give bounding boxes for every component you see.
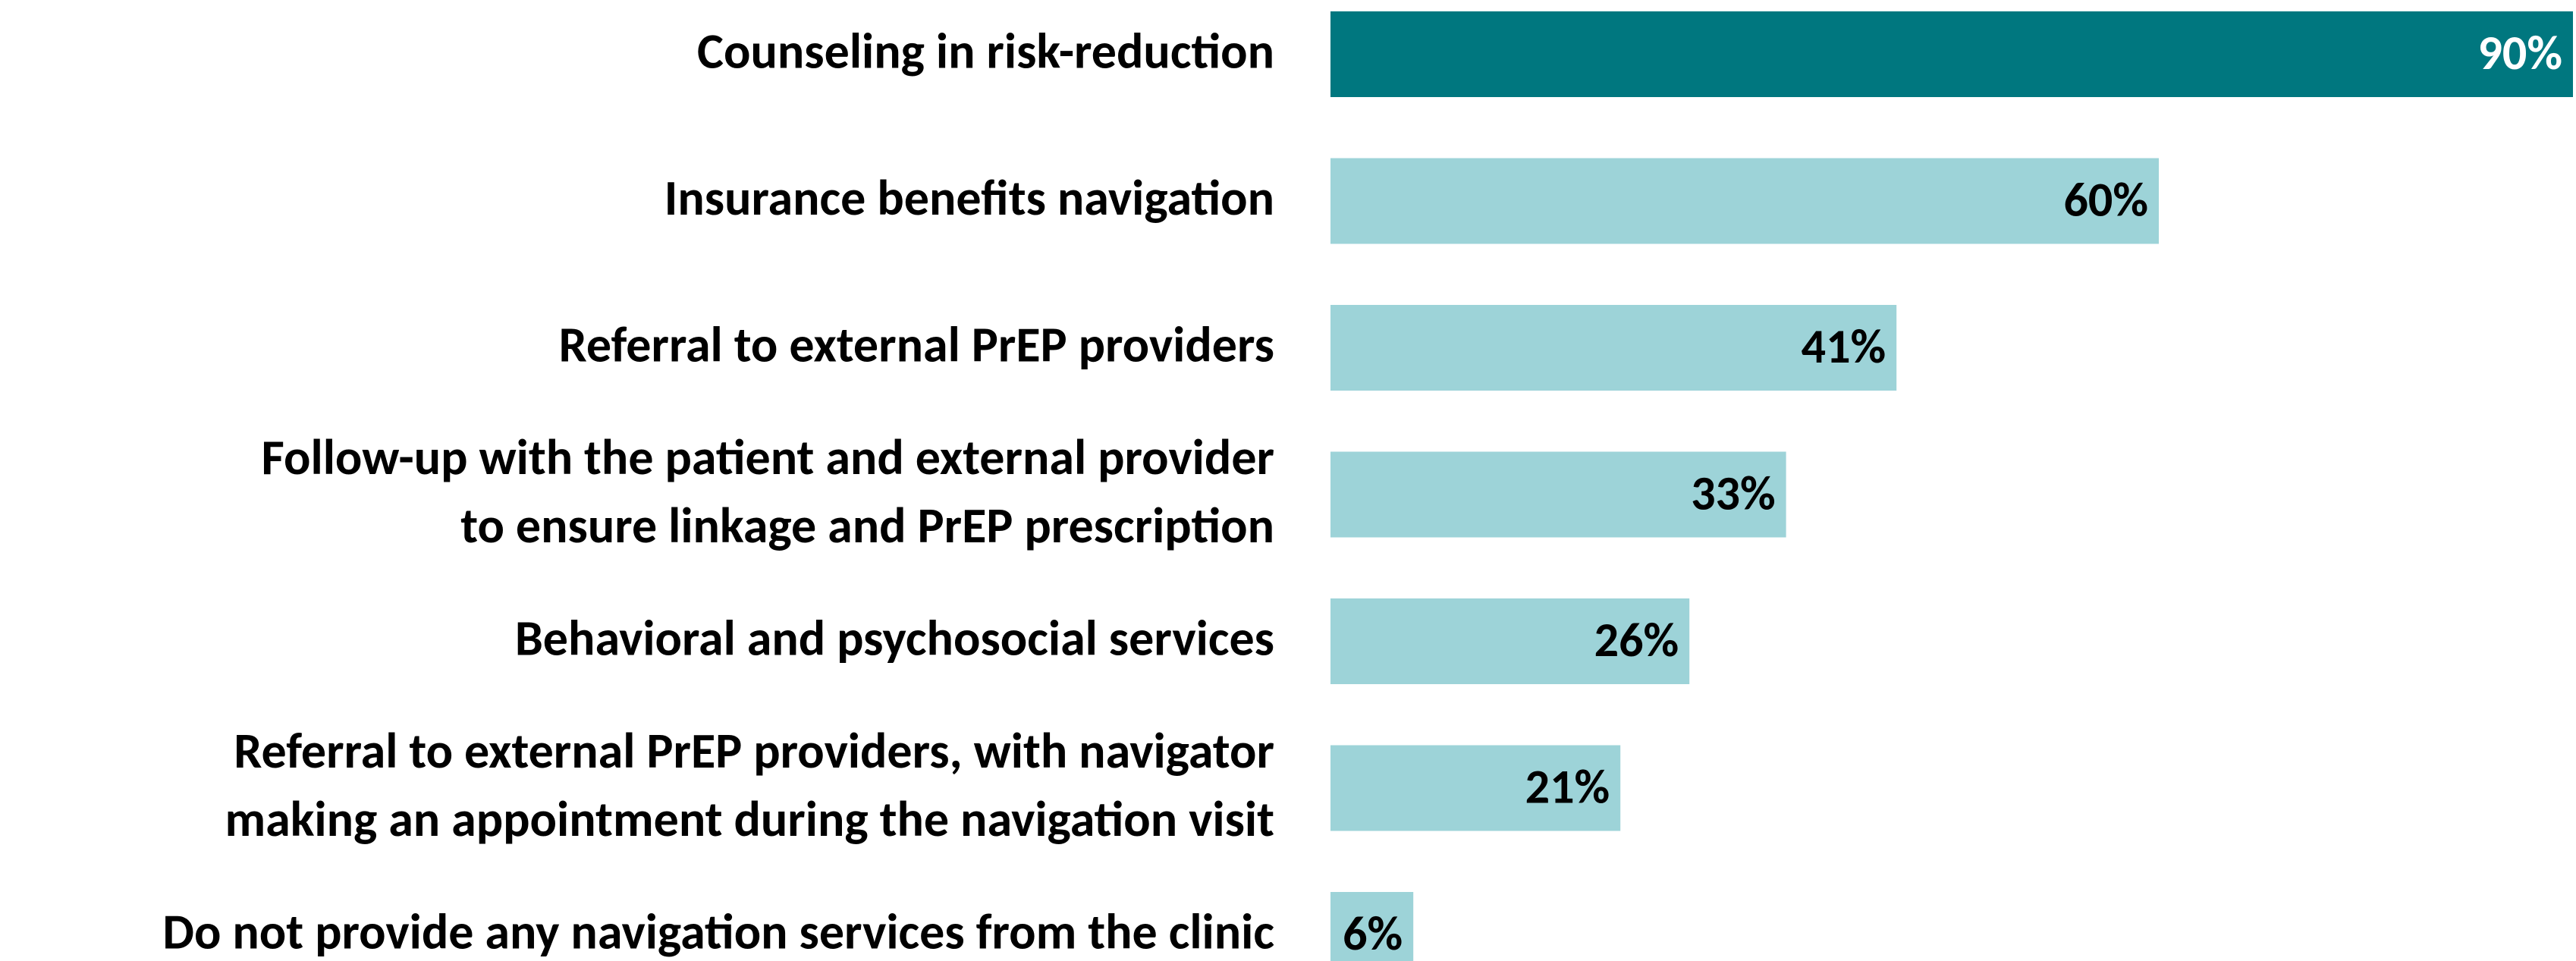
category-label: Counseling in risk-reduction (697, 20, 1274, 82)
bar (1330, 745, 1621, 831)
bar (1330, 892, 1414, 961)
category-label: Behavioral and psychosocial services (515, 608, 1274, 669)
value-label: 26% (1594, 611, 1679, 670)
value-label: 60% (2063, 171, 2148, 230)
value-label: 90% (2477, 24, 2562, 83)
value-label: 21% (1525, 758, 1610, 817)
bar (1330, 451, 1786, 538)
category-label: making an appointment during the navigat… (225, 788, 1274, 850)
category-label: Insurance benefits navigation (664, 167, 1274, 228)
bar (1330, 11, 2573, 97)
category-label: Referral to external PrEP providers, wit… (234, 720, 1274, 781)
category-label: Referral to external PrEP providers (559, 314, 1274, 375)
value-label: 41% (1802, 317, 1886, 376)
category-label: to ensure linkage and PrEP prescription (460, 495, 1274, 556)
bar (1330, 305, 1897, 391)
category-label: Follow-up with the patient and external … (262, 426, 1274, 488)
value-label: 33% (1691, 464, 1776, 523)
category-label: Do not provide any navigation services f… (162, 901, 1274, 961)
bar (1330, 598, 1690, 684)
bar (1330, 158, 2159, 244)
value-label: 6% (1343, 904, 1403, 961)
